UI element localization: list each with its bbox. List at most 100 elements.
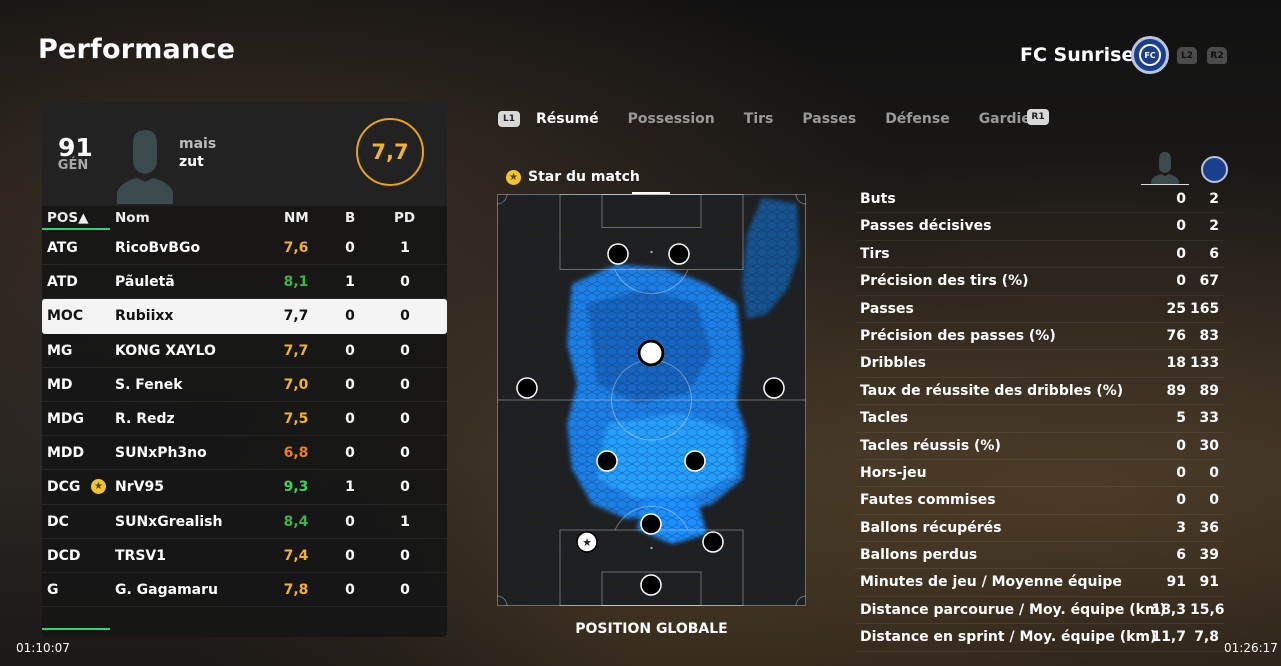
tab-tirs[interactable]: Tirs <box>743 111 774 127</box>
row-pos: G <box>47 581 59 598</box>
stat-row: Passes décisives 0 2 <box>855 213 1224 241</box>
row-rating: 7,7 <box>283 308 309 325</box>
stat-row: Distance en sprint / Moy. équipe (km) 11,… <box>855 624 1224 652</box>
r2-trigger-button[interactable]: R2 <box>1207 47 1227 64</box>
row-assists: 0 <box>400 376 410 393</box>
team-name: FC Sunrise <box>1020 44 1135 66</box>
header-name[interactable]: Nom <box>115 210 150 226</box>
page-title: Performance <box>38 34 236 65</box>
stat-row: Minutes de jeu / Moyenne équipe 91 91 <box>855 569 1224 597</box>
stat-player-value: 0 <box>1176 492 1186 509</box>
table-row[interactable]: G G. Gagamaru 7,8 0 0 <box>42 573 447 608</box>
row-pos: MG <box>47 342 73 359</box>
stat-team-value: 89 <box>1199 382 1219 399</box>
header-pd[interactable]: PD <box>394 210 416 226</box>
stat-label: Précision des passes (%) <box>860 327 1056 344</box>
stat-label: Précision des tirs (%) <box>860 273 1029 290</box>
table-row[interactable]: MDG R. Redz 7,5 0 0 <box>42 402 447 437</box>
table-row[interactable]: DCG ★ NrV95 9,3 1 0 <box>42 470 447 505</box>
row-rating: 6,8 <box>283 445 309 462</box>
tab-bar: L1 Résumé Possession Tirs Passes Défense… <box>498 108 1095 130</box>
stat-team-value: 36 <box>1199 519 1219 536</box>
pitch-marker <box>632 192 670 194</box>
stat-row: Hors-jeu 0 0 <box>855 460 1224 488</box>
header-nm[interactable]: NM <box>284 210 309 226</box>
table-row[interactable]: MG KONG XAYLO 7,7 0 0 <box>42 334 447 368</box>
row-name: TRSV1 <box>115 547 166 564</box>
row-name: SUNxGrealish <box>115 513 223 530</box>
stat-team-value: 2 <box>1209 218 1219 235</box>
time-right: 01:26:17 <box>1224 641 1278 655</box>
table-row[interactable]: DC SUNxGrealish 8,4 0 1 <box>42 505 447 539</box>
stat-row: Précision des passes (%) 76 83 <box>855 323 1224 351</box>
stat-player-value: 91 <box>1166 574 1186 591</box>
star-of-match-title: ★ Star du match <box>506 169 640 185</box>
row-goals: 0 <box>345 513 355 530</box>
table-row[interactable]: ATG RicoBvBGo 7,6 0 1 <box>42 231 447 266</box>
table-row-selected[interactable]: MOC Rubiixx 7,7 0 0 <box>42 299 447 334</box>
tab-defense[interactable]: Défense <box>885 111 950 127</box>
row-name: SUNxPh3no <box>115 445 207 462</box>
row-rating: 7,8 <box>283 581 309 598</box>
table-header: POS▲ Nom NM B PD <box>42 206 447 230</box>
row-assists: 0 <box>400 342 410 359</box>
stat-label: Distance en sprint / Moy. équipe (km) <box>860 629 1157 646</box>
stat-player-value: 3 <box>1176 519 1186 536</box>
row-pos: MDD <box>47 445 85 462</box>
star-player-marker <box>576 531 598 553</box>
stat-player-value: 18 <box>1166 355 1186 372</box>
overall-rating: 91 <box>58 133 93 162</box>
table-row[interactable]: DCD TRSV1 7,4 0 0 <box>42 539 447 573</box>
panel-accent <box>42 628 110 630</box>
stat-row: Fautes commises 0 0 <box>855 487 1224 515</box>
stat-player-value: 5 <box>1176 410 1186 427</box>
stat-team-value: 0 <box>1209 492 1219 509</box>
row-assists: 0 <box>400 274 410 291</box>
stat-player-value: 25 <box>1166 300 1186 317</box>
row-name: G. Gagamaru <box>115 581 218 598</box>
stat-row: Tacles 5 33 <box>855 405 1224 433</box>
table-row[interactable]: MD S. Fenek 7,0 0 0 <box>42 368 447 402</box>
row-name: S. Fenek <box>115 376 183 393</box>
stat-player-value: 89 <box>1166 382 1186 399</box>
row-assists: 0 <box>400 581 410 598</box>
stat-label: Passes décisives <box>860 218 992 235</box>
row-goals: 0 <box>345 445 355 462</box>
stat-team-value: 39 <box>1199 547 1219 564</box>
tab-gardien[interactable]: Gardien <box>978 111 1041 127</box>
row-pos: MD <box>47 376 73 393</box>
stat-label: Tacles <box>860 410 909 427</box>
table-row[interactable]: ATD Pãuletã 8,1 1 0 <box>42 265 447 300</box>
tab-possession[interactable]: Possession <box>627 111 715 127</box>
tab-passes[interactable]: Passes <box>802 111 857 127</box>
row-pos: MDG <box>47 410 85 427</box>
stat-row: Distance parcourue / Moy. équipe (km) 18,… <box>855 597 1225 625</box>
tab-resume[interactable]: Résumé <box>536 111 599 127</box>
table-row[interactable]: MDD SUNxPh3no 6,8 0 0 <box>42 436 447 471</box>
row-rating: 7,7 <box>283 342 309 359</box>
row-rating: 7,4 <box>283 547 309 564</box>
row-goals: 1 <box>345 479 355 496</box>
r1-button[interactable]: R1 <box>1027 109 1049 125</box>
row-name: KONG XAYLO <box>115 342 216 359</box>
row-rating: 7,5 <box>283 410 309 427</box>
player-name-line2: zut <box>179 154 204 170</box>
stat-team-value: 165 <box>1190 300 1220 317</box>
star-of-match-icon: ★ <box>91 479 106 495</box>
row-pos: ATD <box>47 274 78 291</box>
player-avatar-icon <box>117 130 173 204</box>
row-name: R. Redz <box>115 410 175 427</box>
stat-player-value: 0 <box>1176 218 1186 235</box>
star-of-match-label: Star du match <box>528 169 640 185</box>
stat-player-value: 11,7 <box>1151 629 1186 646</box>
l2-trigger-button[interactable]: L2 <box>1177 47 1197 64</box>
stat-team-value: 33 <box>1199 410 1219 427</box>
l1-button[interactable]: L1 <box>498 111 520 127</box>
header-b[interactable]: B <box>345 210 356 226</box>
stats-table: Buts 0 2 Passes décisives 0 2 Tirs 0 6 Précisi… <box>855 186 1225 652</box>
row-pos: DCG <box>47 479 81 496</box>
row-goals: 0 <box>345 547 355 564</box>
stat-label: Distance parcourue / Moy. équipe (km) <box>860 601 1166 618</box>
header-pos[interactable]: POS▲ <box>47 210 89 226</box>
stat-team-value: 67 <box>1199 273 1219 290</box>
